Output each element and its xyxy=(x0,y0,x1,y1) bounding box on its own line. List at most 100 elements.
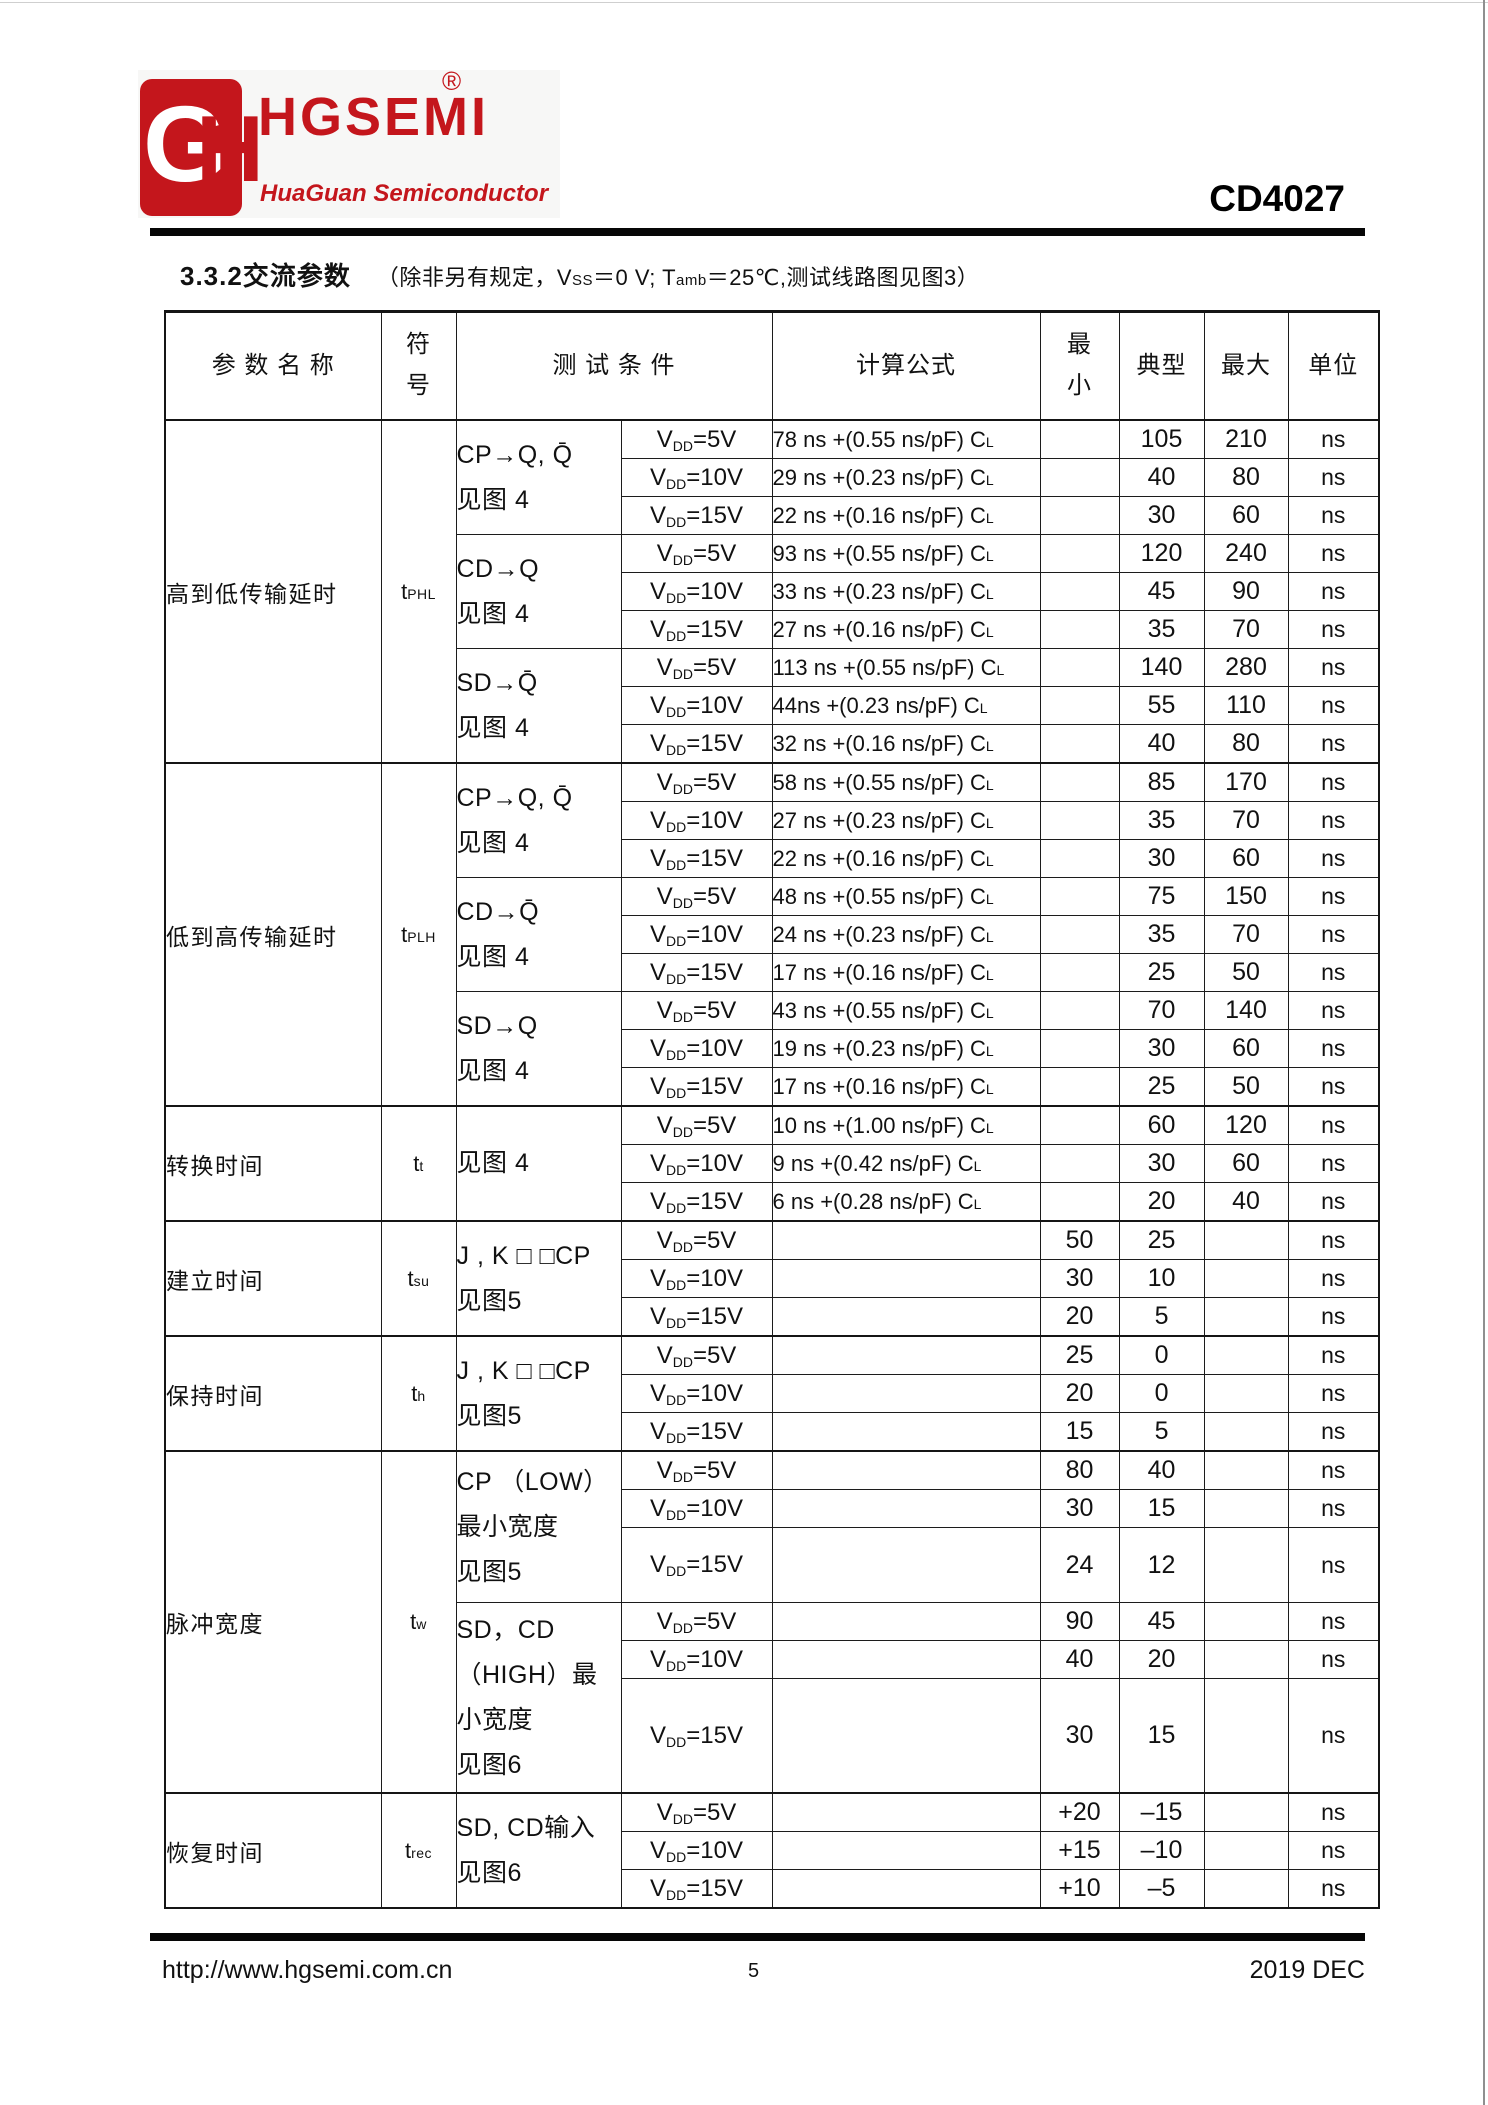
max-cell: 50 xyxy=(1203,1067,1289,1107)
condition-line: 见图 4 xyxy=(456,599,530,628)
min-cell xyxy=(1039,1182,1120,1222)
vdd-cell: VDD=15V xyxy=(620,610,773,649)
formula-cell xyxy=(771,1602,1041,1641)
unit-cell: ns xyxy=(1287,648,1380,687)
typ-cell: 75 xyxy=(1118,877,1205,916)
max-cell: 40 xyxy=(1203,1182,1289,1222)
unit-cell: ns xyxy=(1287,496,1380,535)
min-cell xyxy=(1039,1029,1120,1068)
table-row: VDD=15V 17 ns +(0.16 ns/pF) CL 25 50 ns xyxy=(165,1067,1380,1107)
max-cell: 210 xyxy=(1203,419,1289,459)
section-line: 3.3.2交流参数 （除非另有规定，VSS＝0 V; Tamb＝25℃,测试线路图… xyxy=(180,256,1380,293)
condition-line: （HIGH）最 xyxy=(456,1660,598,1689)
col-header-min: 最 小 xyxy=(1039,311,1120,421)
min-cell xyxy=(1039,1067,1120,1107)
typ-cell: –10 xyxy=(1118,1831,1205,1870)
table-row: SD→Q̄ 见图 4 VDD=5V 113 ns +(0.55 ns/pF) CL 14… xyxy=(165,648,1380,764)
min-cell: 15 xyxy=(1039,1412,1120,1452)
formula-cell xyxy=(771,1297,1041,1337)
table-row: VDD=10V 30 15 ns xyxy=(165,1489,1380,1528)
max-cell: 80 xyxy=(1203,724,1289,764)
typ-cell: 40 xyxy=(1118,1450,1205,1490)
typ-cell: 20 xyxy=(1118,1640,1205,1679)
max-cell: 60 xyxy=(1203,839,1289,878)
condition-line: 见图 4 xyxy=(456,1149,530,1177)
col-header-unit: 单位 xyxy=(1287,311,1380,421)
condition-line: 见图5 xyxy=(456,1286,522,1315)
formula-cell: 27 ns +(0.16 ns/pF) CL xyxy=(771,610,1041,649)
condition-line: 见图 4 xyxy=(456,1056,530,1085)
unit-cell: ns xyxy=(1287,1029,1380,1068)
unit-cell: ns xyxy=(1287,1105,1380,1145)
section-heading: 3.3.2交流参数 xyxy=(180,261,351,291)
max-cell xyxy=(1203,1450,1289,1490)
formula-cell xyxy=(771,1412,1041,1452)
typ-cell: 0 xyxy=(1118,1335,1205,1375)
table-row: CD→Q̄ 见图 4 VDD=5V 48 ns +(0.55 ns/pF) CL 75 1… xyxy=(165,877,1380,992)
formula-cell: 6 ns +(0.28 ns/pF) CL xyxy=(771,1182,1041,1222)
formula-cell: 48 ns +(0.55 ns/pF) CL xyxy=(771,877,1041,916)
unit-cell: ns xyxy=(1287,686,1380,725)
symbol-cell: th xyxy=(380,1335,457,1452)
condition-line: 见图6 xyxy=(456,1858,522,1887)
min-cell xyxy=(1039,572,1120,611)
param-cell: 低到高传输延时 xyxy=(164,762,382,1107)
vdd-cell: VDD=10V xyxy=(620,1374,773,1413)
min-cell xyxy=(1039,915,1120,954)
condition-cell: SD, CD输入 见图6 xyxy=(455,1792,622,1909)
max-cell: 120 xyxy=(1203,1105,1289,1145)
table-row: 高到低传输延时 tPHL CP→Q, Q̄ 见图 4 VDD=5V 78 ns +(0.5… xyxy=(164,419,1380,764)
typ-cell: 55 xyxy=(1118,686,1205,725)
condition-line: 最小宽度 xyxy=(456,1512,559,1541)
vdd-cell: VDD=5V xyxy=(620,648,773,687)
formula-cell xyxy=(771,1678,1041,1794)
typ-cell: 30 xyxy=(1118,1144,1205,1183)
table-row: VDD=15V 30 15 ns xyxy=(165,1678,1380,1794)
col-header-param: 参 数 名 称 xyxy=(164,311,382,421)
param-cell: 脉冲宽度 xyxy=(164,1450,382,1794)
logo-letter-g: G xyxy=(143,83,228,204)
vdd-cell: VDD=15V xyxy=(620,1678,773,1794)
condition-cell: CP→Q, Q̄ 见图 4 xyxy=(455,419,622,535)
unit-cell: ns xyxy=(1287,1182,1380,1222)
vdd-cell: VDD=10V xyxy=(620,801,773,840)
table-row: VDD=15V 17 ns +(0.16 ns/pF) CL 25 50 ns xyxy=(165,953,1380,992)
vdd-cell: VDD=15V xyxy=(620,1067,773,1107)
unit-cell: ns xyxy=(1287,1450,1380,1490)
max-cell: 50 xyxy=(1203,953,1289,992)
unit-cell: ns xyxy=(1287,1869,1380,1909)
unit-cell: ns xyxy=(1287,991,1380,1030)
min-cell xyxy=(1039,724,1120,764)
unit-cell: ns xyxy=(1287,1412,1380,1452)
table-row: VDD=10V 9 ns +(0.42 ns/pF) CL 30 60 ns xyxy=(165,1144,1380,1183)
formula-cell: 17 ns +(0.16 ns/pF) CL xyxy=(771,1067,1041,1107)
param-cell: 高到低传输延时 xyxy=(164,419,382,764)
section-note-part: SS xyxy=(572,272,594,289)
formula-cell: 43 ns +(0.55 ns/pF) CL xyxy=(771,991,1041,1030)
unit-cell: ns xyxy=(1287,1831,1380,1870)
unit-cell: ns xyxy=(1287,572,1380,611)
unit-cell: ns xyxy=(1287,724,1380,764)
typ-cell: 30 xyxy=(1118,496,1205,535)
ac-parameters-table: 参 数 名 称 符 号 测 试 条 件 计算公式 最 小 典型 最大 单位 高到… xyxy=(164,310,1381,1909)
vdd-cell: VDD=10V xyxy=(620,1029,773,1068)
condition-cell: CP→Q, Q̄ 见图 4 xyxy=(455,762,622,878)
formula-cell xyxy=(771,1831,1041,1870)
min-cell: +15 xyxy=(1039,1831,1120,1870)
vdd-cell: VDD=5V xyxy=(620,762,773,802)
typ-cell: 70 xyxy=(1118,991,1205,1030)
formula-cell xyxy=(771,1869,1041,1909)
symbol-cell: tw xyxy=(380,1450,457,1794)
unit-cell: ns xyxy=(1287,1220,1380,1260)
typ-cell: 10 xyxy=(1118,1259,1205,1298)
vdd-cell: VDD=15V xyxy=(620,1869,773,1909)
formula-cell xyxy=(771,1450,1041,1490)
spec-table-body: 高到低传输延时 tPHL CP→Q, Q̄ 见图 4 VDD=5V 78 ns +(0.5… xyxy=(164,419,1380,1909)
unit-cell: ns xyxy=(1287,1640,1380,1679)
formula-cell: 29 ns +(0.23 ns/pF) CL xyxy=(771,458,1041,497)
unit-cell: ns xyxy=(1287,953,1380,992)
max-cell: 170 xyxy=(1203,762,1289,802)
table-row: VDD=15V 32 ns +(0.16 ns/pF) CL 40 80 ns xyxy=(165,724,1380,764)
footer-page-number: 5 xyxy=(748,1960,760,1982)
max-cell xyxy=(1203,1869,1289,1909)
